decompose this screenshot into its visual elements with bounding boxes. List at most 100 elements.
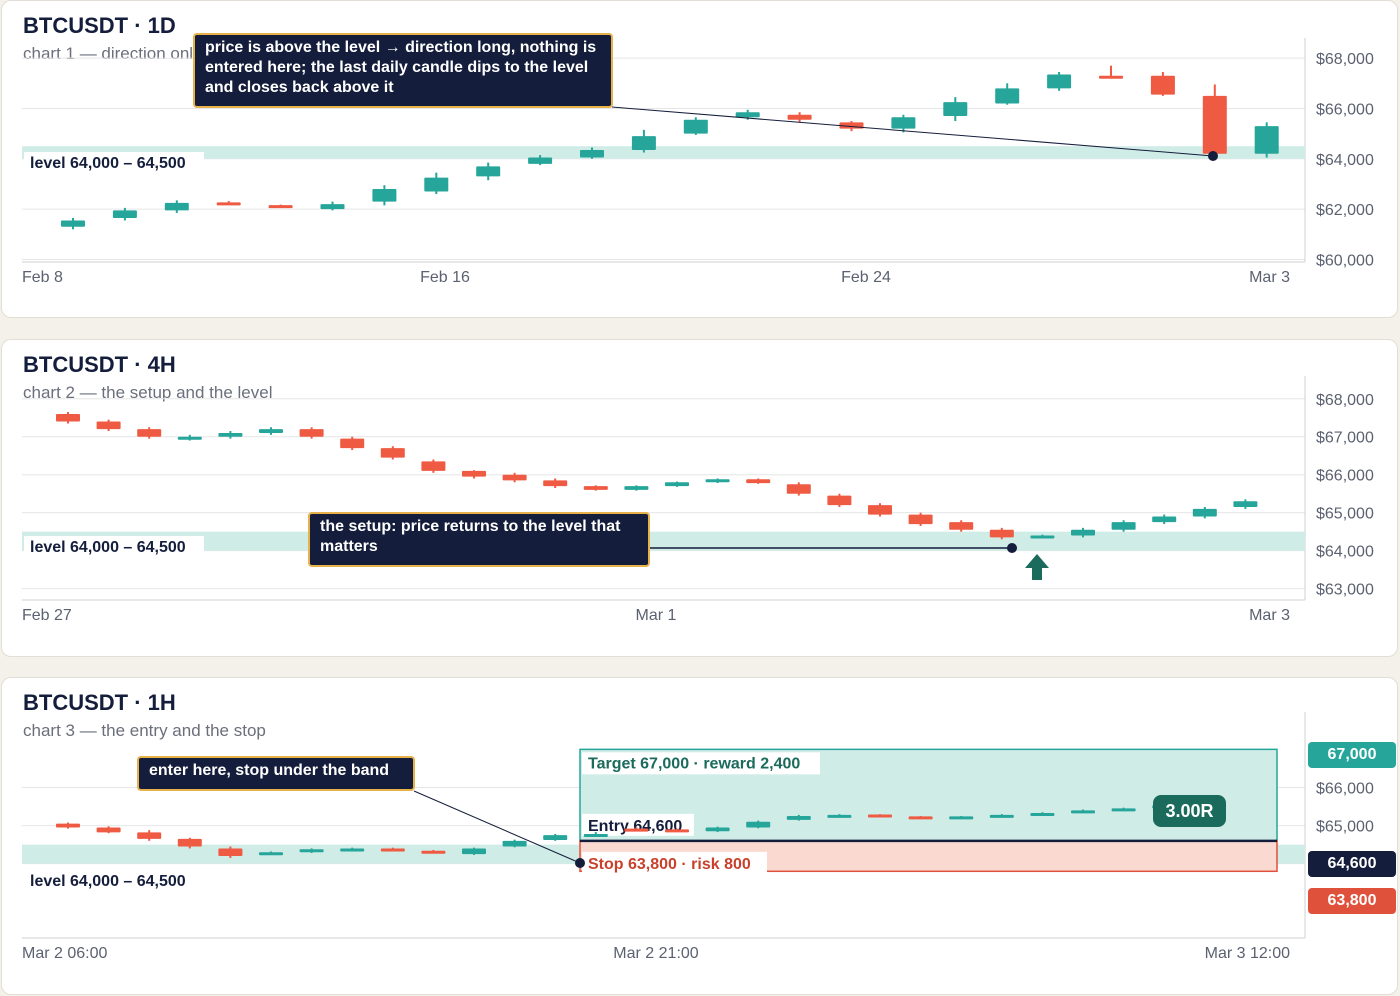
candle-up bbox=[705, 827, 730, 832]
candle-up bbox=[705, 479, 730, 483]
candle-down bbox=[868, 505, 892, 515]
stop-price-tag: 63,800 bbox=[1308, 888, 1396, 914]
candle-up bbox=[735, 112, 760, 118]
x-tick-label: Feb 27 bbox=[22, 607, 72, 624]
target-label: Target 67,000 · reward 2,400 bbox=[588, 755, 800, 772]
candle-up bbox=[462, 848, 486, 855]
candle-up bbox=[218, 432, 243, 437]
level-label-bg bbox=[24, 152, 204, 173]
candle-up bbox=[624, 486, 649, 490]
candle-up bbox=[372, 189, 397, 202]
x-tick-label: Mar 3 bbox=[1249, 607, 1290, 624]
y-tick-label: $62,000 bbox=[1316, 202, 1374, 219]
candle-down bbox=[56, 823, 80, 828]
candle-up bbox=[528, 157, 553, 164]
candle-up bbox=[320, 204, 345, 210]
candle-down bbox=[624, 828, 649, 832]
candle-up bbox=[1111, 808, 1136, 812]
candle-down bbox=[868, 814, 892, 818]
candle-down bbox=[268, 205, 293, 209]
chart-title: BTCUSDT · 1D bbox=[23, 13, 176, 38]
level-band bbox=[22, 146, 1305, 159]
candle-up bbox=[583, 833, 608, 837]
candle-up bbox=[1111, 522, 1136, 530]
candle-up bbox=[746, 821, 771, 828]
candle-down bbox=[746, 479, 771, 484]
candle-up bbox=[299, 849, 324, 853]
anchor-dot bbox=[1007, 543, 1017, 553]
candle-up bbox=[1254, 126, 1279, 154]
candle-down bbox=[340, 438, 365, 449]
candle-down bbox=[216, 202, 241, 206]
entry-price-tag: 64,600 bbox=[1308, 851, 1396, 877]
anchor-dot bbox=[575, 858, 585, 868]
y-tick-label: $68,000 bbox=[1316, 392, 1374, 409]
candle-up bbox=[631, 136, 656, 150]
candle-down bbox=[583, 486, 608, 490]
chart-subtitle: chart 3 — the entry and the stop bbox=[23, 721, 266, 740]
candle-up bbox=[949, 816, 974, 820]
candle-up bbox=[683, 119, 708, 134]
candle-down bbox=[380, 448, 405, 458]
candle-up bbox=[891, 117, 916, 129]
candle-down bbox=[787, 114, 812, 120]
level-label-bg bbox=[24, 536, 204, 557]
x-tick-label: Mar 2 21:00 bbox=[613, 945, 698, 962]
level-label: level 64,000 – 64,500 bbox=[30, 873, 186, 890]
candle-up bbox=[989, 814, 1014, 818]
candle-down bbox=[299, 429, 324, 437]
y-tick-label: $67,000 bbox=[1316, 430, 1374, 447]
candle-down bbox=[218, 848, 243, 857]
candle-down bbox=[177, 838, 202, 847]
candle-up bbox=[943, 102, 968, 117]
y-tick-label: $66,000 bbox=[1316, 468, 1374, 485]
candle-down bbox=[908, 816, 933, 820]
y-tick-label: $68,000 bbox=[1316, 51, 1374, 68]
candle-down bbox=[502, 474, 527, 481]
y-tick-label: $60,000 bbox=[1316, 252, 1374, 269]
y-tick-label: $66,000 bbox=[1316, 780, 1374, 797]
candle-down bbox=[462, 470, 486, 477]
candle-down bbox=[989, 529, 1014, 538]
level-label-bg bbox=[24, 870, 204, 891]
entry-label: Entry 64,600 bbox=[588, 818, 682, 835]
candle-down bbox=[543, 480, 568, 487]
candle-down bbox=[949, 522, 974, 530]
candle-down bbox=[96, 421, 121, 430]
candle-up bbox=[786, 816, 811, 820]
chart-subtitle: chart 2 — the setup and the level bbox=[23, 383, 273, 402]
y-tick-label: $64,000 bbox=[1316, 544, 1374, 561]
candle-up bbox=[1152, 516, 1177, 523]
candle-down bbox=[1099, 75, 1123, 79]
chart-panel-4h: BTCUSDT · 4H chart 2 — the setup and the… bbox=[1, 339, 1398, 657]
x-tick-label: Mar 3 bbox=[1249, 269, 1290, 286]
y-tick-label: $66,000 bbox=[1316, 101, 1374, 118]
connector-line bbox=[611, 106, 1214, 157]
candle-up bbox=[543, 835, 568, 841]
candle-up bbox=[995, 88, 1020, 104]
candle-up bbox=[340, 848, 365, 852]
candle-down bbox=[786, 484, 811, 494]
stop-label-bg bbox=[582, 851, 767, 874]
x-tick-label: Mar 2 06:00 bbox=[22, 945, 107, 962]
anchor-dot bbox=[1208, 151, 1218, 161]
candle-up bbox=[1192, 508, 1217, 517]
candle-up bbox=[580, 150, 604, 158]
candle-down bbox=[827, 495, 852, 506]
y-tick-label: $63,000 bbox=[1316, 582, 1374, 599]
candle-up bbox=[502, 840, 527, 847]
candle-up bbox=[665, 482, 689, 487]
y-tick-label: $65,000 bbox=[1316, 819, 1374, 836]
candle-up bbox=[164, 202, 189, 211]
candle-down bbox=[1202, 95, 1227, 154]
level-label: level 64,000 – 64,500 bbox=[30, 539, 186, 556]
candle-down bbox=[421, 461, 446, 471]
candle-up bbox=[1047, 74, 1072, 89]
candle-up bbox=[1071, 810, 1095, 814]
candle-up bbox=[476, 166, 501, 177]
target-label-bg bbox=[582, 752, 820, 775]
x-tick-label: Mar 1 bbox=[636, 607, 677, 624]
candle-up bbox=[424, 177, 449, 192]
x-tick-label: Feb 16 bbox=[420, 269, 470, 286]
